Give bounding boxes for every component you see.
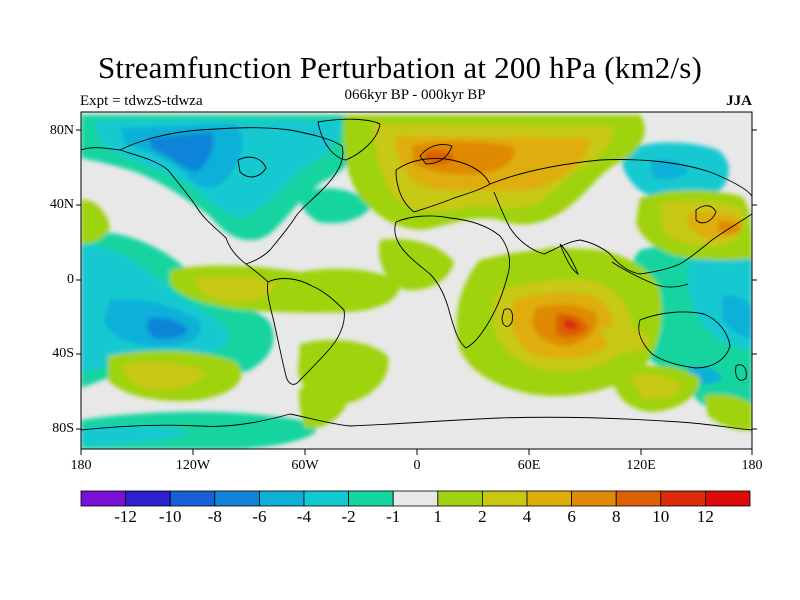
coast-asia xyxy=(489,159,752,275)
contour-pos-south-pacific-yellow xyxy=(123,362,206,391)
contour-neg-southern-inner xyxy=(81,425,190,446)
contour-pos-south-atlantic-2 xyxy=(299,386,346,429)
lon-label-0: 0 xyxy=(413,458,421,473)
contour-pos-africa-north xyxy=(540,247,584,273)
contour-pos-scandinavia xyxy=(424,150,454,165)
colorbar-swatch xyxy=(169,490,216,507)
lon-label-180w: 180 xyxy=(70,458,92,473)
coast-central-america xyxy=(245,263,269,283)
colorbar-swatch xyxy=(660,490,706,507)
colorbar-label: -6 xyxy=(252,507,267,526)
coast-australia xyxy=(638,311,731,369)
coast-greenland xyxy=(317,118,381,161)
contour-neg-na-core2 xyxy=(148,132,214,172)
lon-label-60e: 60E xyxy=(517,458,541,473)
colorbar-label: -2 xyxy=(341,507,356,526)
colorbar-swatch xyxy=(481,490,528,507)
colorbar-label: 10 xyxy=(652,507,670,526)
coast-hudson-bay xyxy=(237,156,267,178)
colorbar-swatch xyxy=(214,490,260,507)
colorbar-swatch xyxy=(125,490,171,507)
colorbar-label: 12 xyxy=(696,507,714,526)
colorbar-label: 1 xyxy=(433,507,443,526)
contour-pos-atlantic-band xyxy=(379,238,454,291)
contour-neg-north-atlantic xyxy=(299,188,372,224)
coast-japan xyxy=(695,205,717,224)
colorbar-label: 6 xyxy=(567,507,576,526)
colorbar-label: -4 xyxy=(296,507,312,526)
map-ticks xyxy=(76,129,757,455)
colorbar-label: 2 xyxy=(478,507,487,526)
coast-alaska xyxy=(81,147,121,151)
coast-india xyxy=(559,243,579,276)
coast-madagascar xyxy=(501,308,513,327)
contour-field xyxy=(81,112,752,449)
coast-new-zealand xyxy=(735,364,747,381)
colorbar-label: 4 xyxy=(522,507,532,526)
colorbar-swatch xyxy=(571,490,617,507)
coast-europe xyxy=(395,158,491,213)
contour-pos-indian-max xyxy=(564,319,578,331)
coast-southeast-asia xyxy=(611,261,689,288)
colorbar-label: 8 xyxy=(611,507,621,526)
colorbar xyxy=(80,490,751,507)
contour-pos-tropics-yellow xyxy=(196,276,276,303)
lat-label-80s: 80S xyxy=(52,421,74,436)
colorbar-swatch xyxy=(303,490,349,507)
colorbar-swatch xyxy=(437,490,483,507)
coast-scandinavia xyxy=(419,144,453,165)
colorbar-swatch xyxy=(526,490,572,507)
coast-north-america xyxy=(119,127,344,265)
coastlines xyxy=(81,118,752,431)
contour-pos-east-pacific-small xyxy=(704,394,752,431)
colorbar-label: -12 xyxy=(114,507,137,526)
colorbar-label: -1 xyxy=(386,507,401,526)
contour-pos-mid-pacific xyxy=(81,199,110,244)
colorbar-swatch xyxy=(615,490,662,507)
colorbar-swatch xyxy=(392,490,439,507)
map-subtitle: 066kyr BP - 000kyr BP xyxy=(344,87,486,103)
coast-antarctica xyxy=(81,413,752,431)
lat-label-40n: 40N xyxy=(49,197,74,212)
lat-label-0: 0 xyxy=(67,272,74,287)
contour-pos-arctic-dark xyxy=(412,141,515,175)
colorbar-label: -10 xyxy=(158,507,182,526)
contour-pos-australia-yellow xyxy=(600,325,650,353)
coast-south-america xyxy=(267,278,345,385)
lat-label-80n: 80N xyxy=(49,123,74,138)
lon-label-60w: 60W xyxy=(291,458,319,473)
contour-pos-southern-indian-yellow xyxy=(630,374,682,400)
lon-label-120w: 120W xyxy=(175,458,211,473)
season-label: JJA xyxy=(726,93,752,109)
colorbar-swatch xyxy=(705,490,751,507)
lon-label-120e: 120E xyxy=(626,458,656,473)
contour-neg-west-pacific-core2 xyxy=(146,317,188,339)
colorbar-label: -8 xyxy=(207,507,222,526)
lat-label-40s: 40S xyxy=(52,346,74,361)
coast-africa xyxy=(394,215,511,349)
lon-label-180e: 180 xyxy=(741,458,763,473)
colorbar-swatch xyxy=(80,490,126,507)
contour-neg-east-pacific-core xyxy=(722,295,752,340)
map-title: Streamfunction Perturbation at 200 hPa (… xyxy=(97,50,703,85)
experiment-label: Expt = tdwzS-tdwza xyxy=(80,93,203,109)
colorbar-swatch xyxy=(258,490,305,507)
colorbar-swatch xyxy=(348,490,394,507)
